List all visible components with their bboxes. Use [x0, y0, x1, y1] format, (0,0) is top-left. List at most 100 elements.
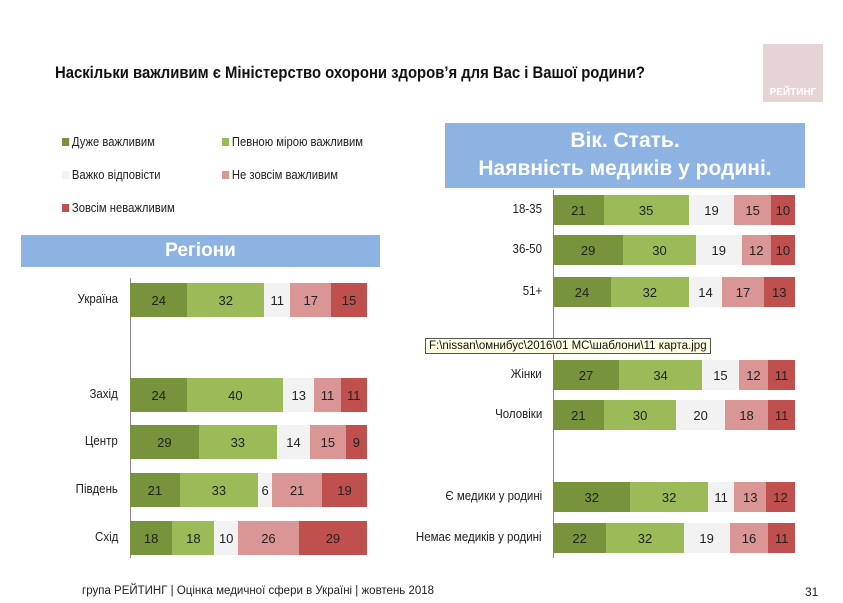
bar-segment: 30 — [623, 235, 696, 265]
bar-segment: 13 — [283, 378, 315, 412]
legend-item: Певною мірою важливим — [222, 135, 363, 149]
bar-segment: 12 — [738, 360, 769, 390]
stacked-bar: 21 30 20 18 11 — [553, 400, 795, 430]
bar-segment: 10 — [214, 521, 238, 555]
stacked-bar: 18 18 10 26 29 — [130, 521, 367, 555]
demographics-title-line-1: Вік. Стать. — [570, 129, 680, 152]
legend-item: Важко відповісти — [62, 168, 161, 182]
footer: група РЕЙТИНГ | Оцінка медичної сфери в … — [82, 585, 435, 597]
category-label: Південь — [75, 482, 118, 496]
bar-segment: 35 — [603, 195, 689, 225]
bar-segment: 11 — [340, 378, 367, 412]
stacked-bar: 21 33 6 21 19 — [130, 473, 367, 507]
bar-segment: 26 — [237, 521, 299, 555]
category-label: Україна — [77, 292, 118, 306]
legend-swatch — [222, 138, 230, 146]
category-label: 18-35 — [512, 202, 542, 216]
category-label: Центр — [85, 434, 118, 448]
demographics-banner: Вік. Стать. Наявність медиків у родині. — [445, 123, 805, 188]
bar-segment: 29 — [298, 521, 367, 555]
bar-segment: 10 — [770, 195, 795, 225]
bar-segment: 18 — [130, 521, 173, 555]
category-label: Є медики у родині — [445, 489, 542, 503]
bar-segment: 24 — [553, 277, 612, 307]
rating-logo: РЕЙТИНГ — [763, 44, 823, 102]
bar-segment: 14 — [276, 425, 311, 459]
bar-segment: 32 — [630, 482, 708, 512]
page-number: 31 — [805, 585, 819, 599]
legend-label: Певною мірою важливим — [231, 135, 364, 149]
bar-segment: 12 — [765, 482, 795, 512]
bar-segment: 18 — [724, 400, 769, 430]
bar-segment: 20 — [676, 400, 725, 430]
bar-segment: 15 — [734, 195, 771, 225]
bar-segment: 6 — [257, 473, 273, 507]
legend-swatch — [222, 171, 230, 179]
stacked-bar: 24 40 13 11 11 — [130, 378, 367, 412]
stacked-bar: 29 30 19 12 10 — [553, 235, 795, 265]
bar-segment: 19 — [695, 235, 742, 265]
bar-segment: 34 — [619, 360, 703, 390]
bar-segment: 32 — [606, 523, 684, 553]
legend-swatch — [62, 204, 70, 212]
bar-segment: 19 — [688, 195, 735, 225]
stacked-bar: 27 34 15 12 11 — [553, 360, 795, 390]
bar-segment: 11 — [707, 482, 735, 512]
bar-segment: 19 — [321, 473, 367, 507]
bar-segment: 21 — [553, 400, 604, 430]
legend-label: Дуже важливим — [71, 135, 155, 149]
bar-segment: 11 — [768, 400, 795, 430]
legend-label: Важко відповісти — [71, 168, 161, 182]
bar-segment: 9 — [345, 425, 367, 459]
bar-segment: 32 — [611, 277, 689, 307]
bar-segment: 21 — [130, 473, 180, 507]
legend-label: Зовсім неважливим — [71, 201, 175, 215]
bar-segment: 12 — [741, 235, 771, 265]
legend-swatch — [62, 138, 70, 146]
bar-segment: 29 — [553, 235, 624, 265]
bar-segment: 30 — [603, 400, 677, 430]
bar-segment: 32 — [553, 482, 631, 512]
bar-segment: 19 — [683, 523, 730, 553]
stacked-bar: 24 32 14 17 13 — [553, 277, 795, 307]
category-label: Чоловіки — [494, 407, 542, 421]
bar-segment: 24 — [130, 378, 188, 412]
category-label: Немає медиків у родині — [416, 530, 542, 544]
bar-segment: 15 — [702, 360, 739, 390]
legend-item: Зовсім неважливим — [62, 201, 175, 215]
legend-item: Не зовсім важливим — [222, 168, 338, 182]
regions-axis — [130, 278, 131, 558]
regions-title: Регіони — [165, 240, 236, 261]
legend-swatch — [62, 171, 70, 179]
bar-segment: 16 — [729, 523, 769, 553]
regions-banner: Регіони — [21, 235, 380, 267]
bar-segment: 17 — [290, 283, 332, 317]
bar-segment: 21 — [272, 473, 322, 507]
stacked-bar: 32 32 11 13 12 — [553, 482, 795, 512]
bar-segment: 17 — [722, 277, 764, 307]
bar-segment: 14 — [688, 277, 723, 307]
bar-segment: 21 — [553, 195, 604, 225]
bar-segment: 13 — [763, 277, 795, 307]
stacked-bar: 22 32 19 16 11 — [553, 523, 795, 553]
bar-segment: 33 — [198, 425, 277, 459]
bar-segment: 11 — [314, 378, 341, 412]
bar-segment: 15 — [331, 283, 367, 317]
legend-label: Не зовсім важливим — [231, 168, 339, 182]
stacked-bar: 29 33 14 15 9 — [130, 425, 367, 459]
bar-segment: 24 — [130, 283, 188, 317]
bar-segment: 33 — [179, 473, 258, 507]
category-label: 36-50 — [512, 242, 542, 256]
bar-segment: 11 — [768, 523, 795, 553]
bar-segment: 29 — [130, 425, 199, 459]
category-label: Захід — [89, 387, 118, 401]
bar-segment: 18 — [172, 521, 215, 555]
bar-segment: 13 — [734, 482, 766, 512]
category-label: Схід — [94, 530, 118, 544]
category-label: 51+ — [522, 284, 542, 298]
bar-segment: 22 — [553, 523, 607, 553]
stacked-bar: 24 32 11 17 15 — [130, 283, 367, 317]
bar-segment: 11 — [768, 360, 795, 390]
bar-segment: 15 — [310, 425, 346, 459]
